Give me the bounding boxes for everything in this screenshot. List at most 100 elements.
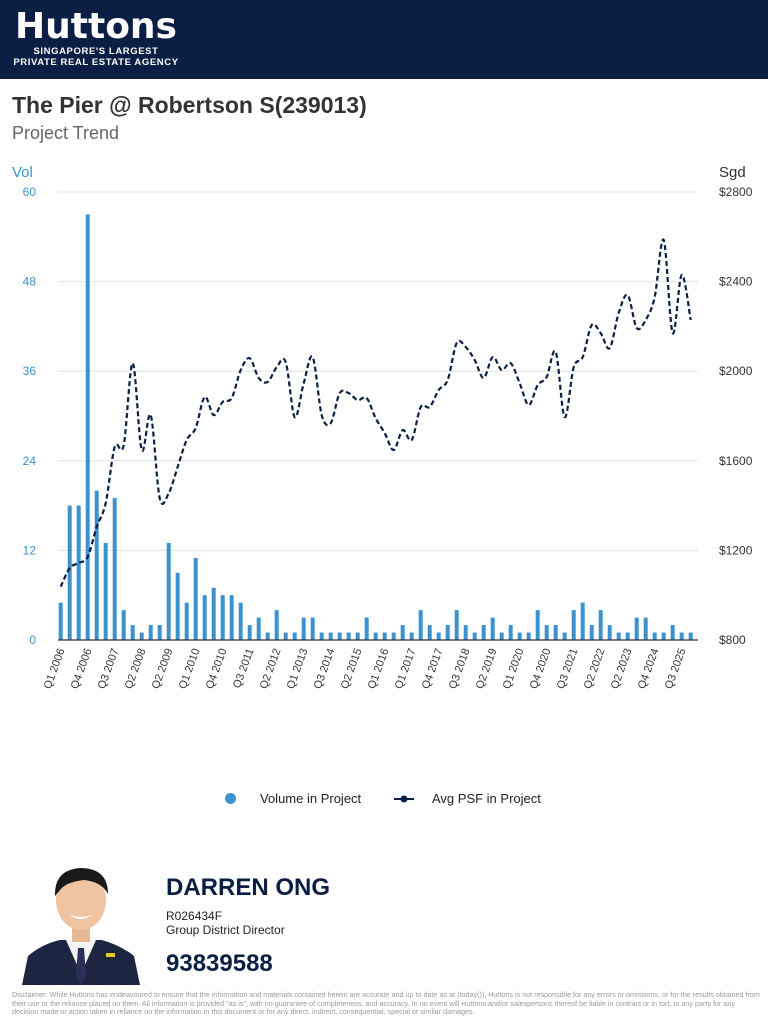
left-axis-tick: 24	[23, 454, 37, 468]
volume-bar	[184, 602, 189, 640]
left-axis-tick: 60	[23, 185, 37, 199]
volume-bar	[535, 610, 540, 640]
volume-bar	[661, 632, 666, 640]
left-axis-tick: 48	[23, 275, 37, 289]
avg-psf-line	[59, 238, 692, 588]
x-axis-tick: Q3 2014	[312, 647, 338, 691]
volume-bar	[85, 214, 90, 640]
legend-psf-marker	[394, 795, 414, 802]
volume-bar	[256, 617, 261, 640]
page-subtitle: Project Trend	[12, 123, 120, 143]
volume-bar	[427, 625, 432, 640]
x-axis-tick: Q1 2010	[177, 647, 203, 691]
volume-bar	[112, 498, 117, 640]
volume-bar	[202, 595, 207, 640]
volume-bar	[220, 595, 225, 640]
logo-wordmark: Huttons	[15, 6, 177, 47]
volume-bar	[499, 632, 504, 640]
x-axis-tick: Q2 2019	[474, 647, 500, 691]
volume-bar	[247, 625, 252, 640]
x-axis-tick: Q4 2006	[69, 647, 95, 691]
x-axis-tick: Q3 2007	[96, 647, 122, 691]
volume-bar	[607, 625, 612, 640]
x-axis-tick: Q2 2022	[582, 647, 608, 691]
x-axis-tick: Q1 2006	[42, 647, 68, 691]
volume-bar	[418, 610, 423, 640]
right-axis-tick: $1200	[719, 543, 753, 557]
volume-bar	[391, 632, 396, 640]
logo-tagline-2: PRIVATE REAL ESTATE AGENCY	[13, 57, 179, 68]
volume-bar	[274, 610, 279, 640]
volume-bar	[598, 610, 603, 640]
left-axis-tick: 12	[23, 543, 37, 557]
project-trend-chart: 60 $2800 48 $2400 36 $2000 24 $1600 12 $1200 0 $800…	[23, 185, 753, 691]
volume-bar	[58, 602, 63, 640]
volume-bar	[337, 632, 342, 640]
right-axis-tick: $2800	[719, 185, 753, 199]
volume-bar	[301, 617, 306, 640]
volume-bar	[508, 625, 513, 640]
volume-bar	[517, 632, 522, 640]
agent-phone[interactable]: 93839588	[166, 950, 273, 977]
volume-bar	[121, 610, 126, 640]
volume-bar	[652, 632, 657, 640]
huttons-logo: Huttons SINGAPORE'S LARGEST PRIVATE REAL…	[12, 6, 180, 69]
volume-bar	[139, 632, 144, 640]
right-axis-tick: $1600	[719, 454, 753, 468]
x-axis-tick: Q1 2017	[393, 647, 419, 691]
volume-bar	[355, 632, 360, 640]
legend-item-psf[interactable]: Avg PSF in Project	[393, 791, 541, 806]
x-axis-tick: Q3 2018	[447, 647, 473, 691]
x-axis-tick: Q4 2010	[204, 647, 230, 691]
volume-bar	[346, 632, 351, 640]
volume-bar	[175, 572, 180, 640]
left-axis-label: Vol	[12, 164, 33, 181]
volume-bar	[688, 632, 693, 640]
volume-bar	[148, 625, 153, 640]
volume-bar	[463, 625, 468, 640]
x-axis-tick: Q4 2020	[528, 647, 554, 691]
volume-bar	[238, 602, 243, 640]
x-axis-tick: Q1 2013	[285, 647, 311, 691]
x-axis-tick: Q2 2023	[609, 647, 635, 691]
volume-bar	[130, 625, 135, 640]
left-axis-tick: 0	[29, 633, 36, 647]
volume-bar	[544, 625, 549, 640]
legend-item-volume[interactable]: Volume in Project	[225, 791, 361, 806]
volume-bar	[229, 595, 234, 640]
header-bar: Huttons SINGAPORE'S LARGEST PRIVATE REAL…	[0, 0, 768, 79]
volume-bar	[454, 610, 459, 640]
legend-volume-label: Volume in Project	[260, 791, 362, 806]
x-axis-tick: Q3 2025	[663, 647, 689, 691]
agent-role: Group District Director	[166, 923, 285, 937]
right-axis-label: Sgd	[719, 164, 746, 181]
agent-photo	[22, 864, 140, 985]
volume-bar	[211, 587, 216, 640]
volume-bar	[319, 632, 324, 640]
x-axis-tick: Q4 2017	[420, 647, 446, 691]
x-axis-tick: Q2 2015	[339, 647, 365, 691]
x-axis-tick: Q1 2020	[501, 647, 527, 691]
volume-bar	[409, 632, 414, 640]
x-axis-tick: Q3 2011	[231, 647, 256, 690]
volume-bar	[679, 632, 684, 640]
right-axis-tick: $2400	[719, 275, 753, 289]
volume-bar	[103, 542, 108, 640]
volume-bar	[310, 617, 315, 640]
x-axis-tick: Q2 2008	[123, 647, 149, 691]
volume-bar	[616, 632, 621, 640]
x-axis-tick: Q4 2024	[636, 647, 662, 691]
volume-bar	[400, 625, 405, 640]
legend-volume-marker	[225, 793, 236, 804]
volume-bar	[580, 602, 585, 640]
chart-legend: Volume in Project Avg PSF in Project	[0, 787, 768, 807]
right-axis-tick: $800	[719, 633, 746, 647]
volume-bar	[67, 505, 72, 640]
volume-bar	[670, 625, 675, 640]
volume-bar	[634, 617, 639, 640]
volume-bar	[445, 625, 450, 640]
volume-bar	[472, 632, 477, 640]
volume-bar	[382, 632, 387, 640]
volume-bar	[328, 632, 333, 640]
volume-bar	[571, 610, 576, 640]
